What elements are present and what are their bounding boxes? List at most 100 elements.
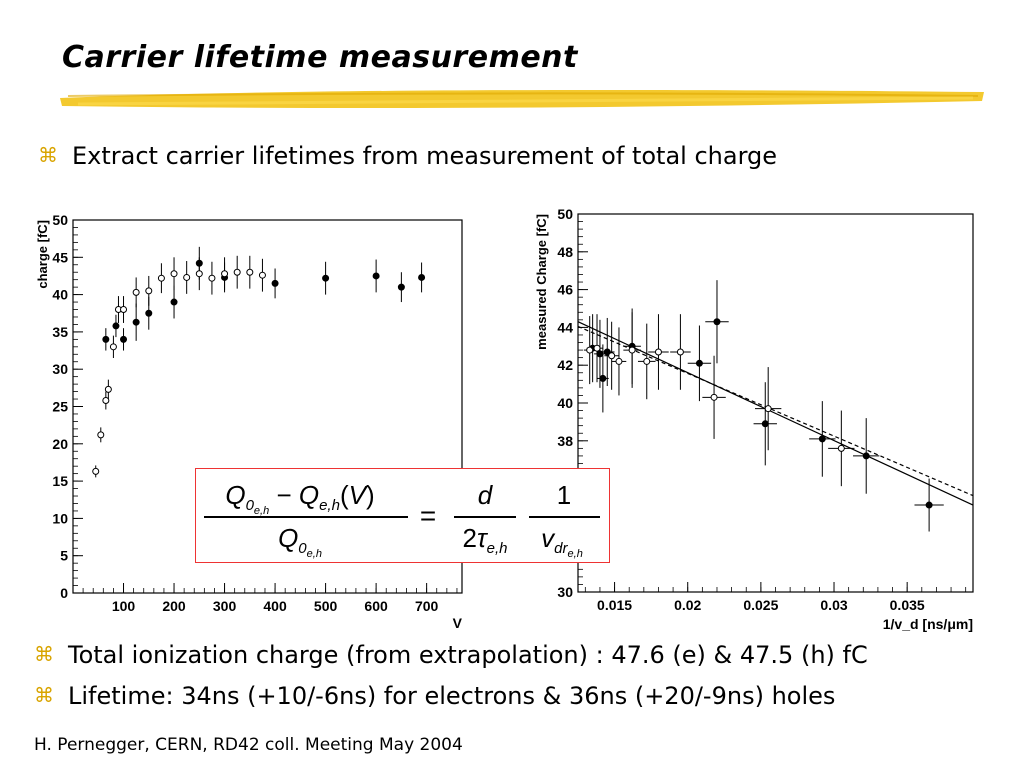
y-tick-label: 48	[557, 244, 573, 260]
fit-line-solid	[577, 321, 974, 506]
data-point-open	[104, 385, 112, 393]
data-point-open	[654, 348, 662, 356]
charge-vs-voltage-plot: 0 5 10 15 20 25 30 35 40 45 50 100 200 300 400 500 600 70…	[35, 212, 463, 631]
data-point-open	[102, 397, 110, 405]
bullet-extract: ⌘ Extract carrier lifetimes from measurem…	[38, 142, 777, 170]
data-point-filled	[132, 318, 140, 326]
x-tick-label: 300	[213, 598, 237, 614]
y-tick-label: 35	[52, 324, 68, 340]
y-tick-label: 44	[557, 319, 573, 335]
y-tick-label: 30	[52, 361, 68, 377]
data-point-filled	[695, 359, 703, 367]
bullet-lifetime: ⌘ Lifetime: 34ns (+10/-6ns) for electrons…	[34, 682, 835, 710]
y-tick-label: 42	[557, 357, 573, 373]
x-tick-label: 600	[364, 598, 388, 614]
data-point-filled	[145, 309, 153, 317]
data-point-open	[183, 273, 191, 281]
x-tick-label: 0.03	[820, 597, 847, 613]
data-point-open	[221, 270, 229, 278]
y-tick-label: 50	[557, 206, 573, 222]
formula-denominator-mid: 2τe,h	[462, 523, 507, 557]
data-point-filled	[372, 272, 380, 280]
y-tick-label: 30	[557, 584, 573, 600]
y-tick-label: 15	[52, 473, 68, 489]
data-point-filled	[397, 283, 405, 291]
data-point-filled	[713, 318, 721, 326]
data-point-open	[628, 346, 636, 354]
data-point-open	[170, 270, 178, 278]
bullet-total-charge: ⌘ Total ionization charge (from extrapola…	[34, 641, 868, 669]
x-tick-label: 0.02	[674, 597, 701, 613]
data-point-open	[157, 274, 165, 282]
command-key-icon: ⌘	[34, 683, 54, 707]
data-point-filled	[418, 273, 426, 281]
data-point-open	[109, 343, 117, 351]
data-point-open	[97, 431, 105, 439]
y-tick-label: 25	[52, 399, 68, 415]
data-point-open	[92, 467, 100, 475]
data-point-open	[195, 270, 203, 278]
charge-vs-inverse-drift-velocity-plot: 30323436384042444648500.0150.020.0250.03…	[534, 206, 974, 632]
data-point-open	[676, 348, 684, 356]
fit-line-dashed	[577, 325, 974, 497]
x-tick-label: 0.035	[890, 597, 925, 613]
data-point-open	[615, 357, 623, 365]
x-tick-label: 100	[112, 598, 136, 614]
bullet-text: Total ionization charge (from extrapolat…	[68, 641, 868, 669]
y-axis-label: measured Charge [fC]	[534, 214, 549, 350]
data-point-filled	[761, 420, 769, 428]
data-point-open	[643, 357, 651, 365]
data-point-open	[208, 274, 216, 282]
data-point-filled	[102, 335, 110, 343]
x-tick-label: 200	[162, 598, 186, 614]
data-point-filled	[322, 274, 330, 282]
formula-numerator-right: 1	[557, 480, 571, 510]
lifetime-formula: Q0e,h − Qe,h(V) Q0e,h = d 2τe,h 1 vdre,h	[204, 480, 600, 560]
data-point-filled	[271, 279, 279, 287]
y-axis-label: charge [fC]	[35, 220, 50, 289]
data-point-open	[258, 271, 266, 279]
data-point-open	[233, 268, 241, 276]
y-tick-label: 10	[52, 510, 68, 526]
data-point-filled	[112, 322, 120, 330]
data-point-filled	[925, 501, 933, 509]
y-tick-label: 40	[52, 287, 68, 303]
y-tick-label: 46	[557, 282, 573, 298]
formula-denominator-left: Q0e,h	[278, 523, 322, 560]
plot-frame	[577, 213, 974, 593]
formula-numerator-mid: d	[478, 480, 494, 510]
x-tick-label: 0.015	[597, 597, 632, 613]
y-tick-label: 0	[60, 585, 68, 601]
data-point-filled	[603, 348, 611, 356]
data-point-filled	[599, 374, 607, 382]
data-point-open	[710, 393, 718, 401]
data-point-open	[120, 306, 128, 314]
y-tick-label: 50	[52, 212, 68, 228]
formula-numerator-left: Q0e,h − Qe,h(V)	[225, 480, 374, 517]
slide-title: Carrier lifetime measurement	[62, 40, 578, 75]
command-key-icon: ⌘	[38, 143, 58, 167]
y-tick-label: 38	[557, 433, 573, 449]
title-underline	[60, 90, 984, 109]
data-point-open	[593, 344, 601, 352]
x-tick-label: 700	[415, 598, 439, 614]
y-tick-label: 20	[52, 436, 68, 452]
x-tick-label: 0.025	[743, 597, 778, 613]
data-point-filled	[120, 335, 128, 343]
x-tick-label: 400	[263, 598, 287, 614]
data-point-open	[246, 268, 254, 276]
footer-credit: H. Pernegger, CERN, RD42 coll. Meeting M…	[34, 735, 463, 755]
data-point-filled	[170, 298, 178, 306]
command-key-icon: ⌘	[34, 642, 54, 666]
data-point-open	[764, 405, 772, 413]
bullet-text: Lifetime: 34ns (+10/-6ns) for electrons …	[68, 682, 836, 710]
data-point-filled	[862, 452, 870, 460]
data-point-filled	[818, 435, 826, 443]
data-point-open	[837, 444, 845, 452]
x-axis-label: 1/v_d [ns/μm]	[883, 616, 973, 632]
data-point-open	[608, 352, 616, 360]
bullet-text: Extract carrier lifetimes from measureme…	[72, 142, 778, 170]
y-tick-label: 45	[52, 249, 68, 265]
data-point-open	[145, 287, 153, 295]
y-tick-label: 40	[557, 395, 573, 411]
